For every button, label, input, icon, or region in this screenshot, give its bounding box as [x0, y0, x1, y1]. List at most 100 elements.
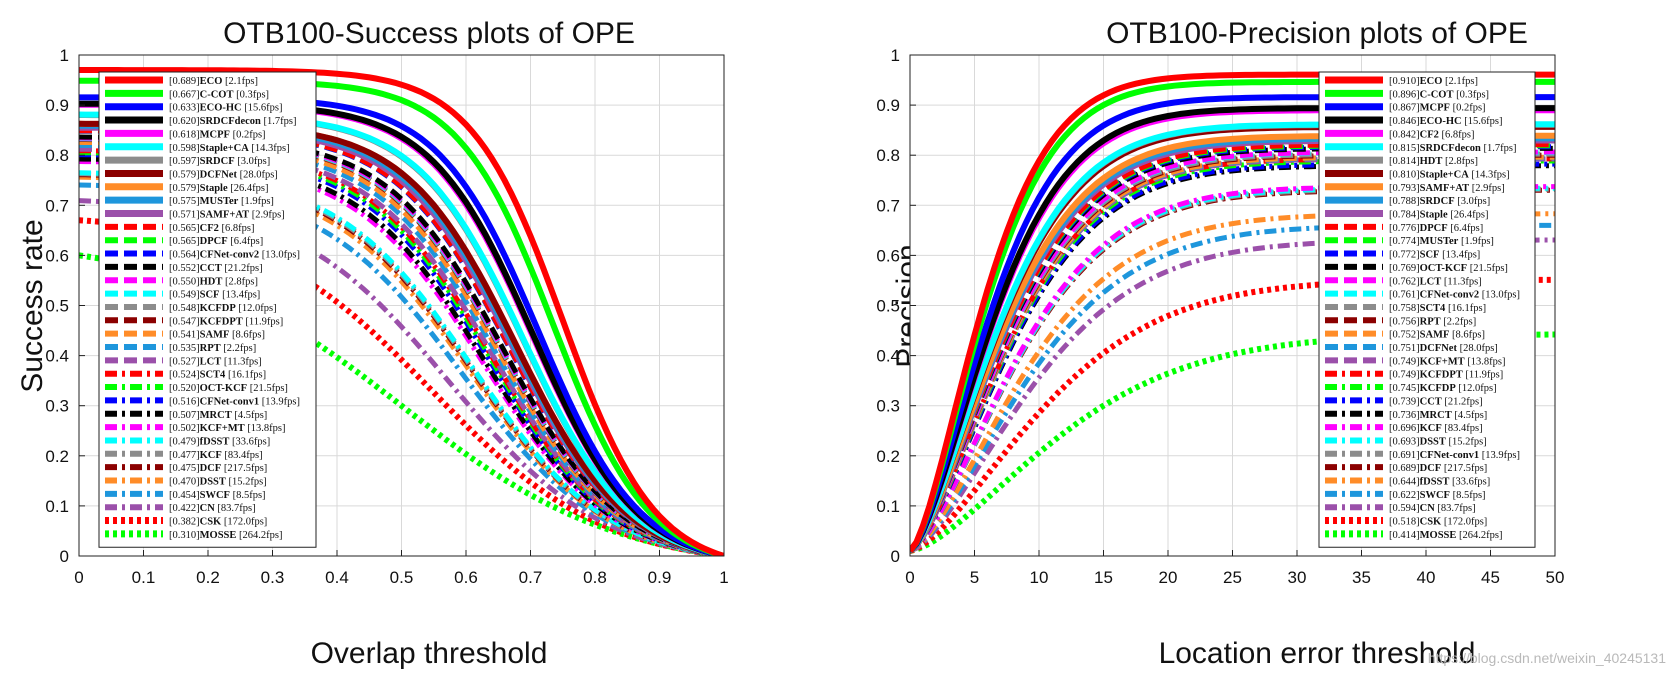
precision-xtick-label: 35 [1352, 568, 1371, 587]
success-xtick-label: 0 [74, 568, 83, 587]
precision-ytick-label: 0.7 [876, 196, 900, 215]
success-xtick-label: 0.4 [325, 568, 349, 587]
success-legend-entry: [0.470]DSST [15.2fps] [169, 477, 267, 488]
precision-plot-xlabel: Location error threshold [1159, 637, 1476, 670]
precision-legend-entry: [0.751]DCFNet [28.0fps] [1389, 343, 1498, 354]
success-xtick-label: 0.9 [648, 568, 672, 587]
success-legend-entry: [0.564]CFNet-conv2 [13.0fps] [169, 250, 300, 261]
success-ytick-label: 0.2 [45, 447, 69, 466]
precision-legend-entry: [0.769]OCT-KCF [21.5fps] [1389, 263, 1508, 274]
precision-legend-entry: [0.910]ECO [2.1fps] [1389, 76, 1478, 87]
precision-legend-entry: [0.867]MCPF [0.2fps] [1389, 103, 1486, 114]
success-xtick-label: 0.8 [583, 568, 607, 587]
success-legend-entry: [0.520]OCT-KCF [21.5fps] [169, 383, 288, 394]
success-legend-entry: [0.310]MOSSE [264.2fps] [169, 530, 282, 541]
precision-curve-kcf [910, 184, 1555, 554]
success-legend-entry: [0.579]Staple [26.4fps] [169, 183, 268, 194]
precision-legend-entry: [0.752]SAMF [8.6fps] [1389, 330, 1485, 341]
success-legend-entry: [0.689]ECO [2.1fps] [169, 76, 258, 87]
precision-ytick-label: 0.4 [876, 347, 900, 366]
success-curve-mosse [79, 252, 724, 556]
precision-ytick-label: 0.3 [876, 397, 900, 416]
precision-plot: OTB100-Precision plots of OPE Location e… [876, 17, 1564, 670]
success-xtick-label: 0.3 [261, 568, 285, 587]
success-legend-entry: [0.575]MUSTer [1.9fps] [169, 196, 274, 207]
precision-legend-entry: [0.749]KCFDPT [11.9fps] [1389, 370, 1503, 381]
precision-legend-entry: [0.696]KCF [83.4fps] [1389, 423, 1483, 434]
success-xtick-label: 0.2 [196, 568, 220, 587]
precision-xtick-label: 45 [1481, 568, 1500, 587]
success-xtick-label: 0.5 [390, 568, 414, 587]
success-curve-csk [79, 217, 724, 556]
precision-legend-entry: [0.896]C-COT [0.3fps] [1389, 89, 1489, 100]
success-legend-entry: [0.422]CN [83.7fps] [169, 503, 256, 514]
precision-legend-entry: [0.761]CFNet-conv2 [13.0fps] [1389, 290, 1520, 301]
precision-legend-entry: [0.842]CF2 [6.8fps] [1389, 129, 1474, 140]
precision-legend-entry: [0.774]MUSTer [1.9fps] [1389, 236, 1494, 247]
success-legend-entry: [0.667]C-COT [0.3fps] [169, 89, 269, 100]
success-curve-eco [79, 67, 724, 556]
success-ticks: 0 0.1 0.2 0.3 0.4 0.5 0.6 0.7 0.8 0.9 1 0 0.1 0.2 0.3 0… [45, 46, 728, 587]
success-legend-entry: [0.618]MCPF [0.2fps] [169, 129, 266, 140]
success-legend-entry: [0.549]SCF [13.4fps] [169, 290, 260, 301]
precision-ticks: 0 5 10 15 20 25 30 35 40 45 50 0 0.1 0.2 0.3 0.4 0.5 0.6 0… [876, 46, 1564, 587]
success-legend-entry: [0.382]CSK [172.0fps] [169, 517, 267, 528]
success-legend-entry: [0.479]fDSST [33.6fps] [169, 436, 270, 447]
success-legend-entry: [0.597]SRDCF [3.0fps] [169, 156, 270, 167]
precision-legend-entry: [0.784]Staple [26.4fps] [1389, 210, 1488, 221]
precision-ytick-label: 0 [891, 547, 900, 566]
success-ytick-label: 0.5 [45, 297, 69, 316]
precision-legend-entry: [0.749]KCF+MT [13.8fps] [1389, 356, 1506, 367]
precision-ytick-label: 0.2 [876, 447, 900, 466]
precision-ytick-label: 0.9 [876, 96, 900, 115]
success-legend-entry: [0.565]CF2 [6.8fps] [169, 223, 254, 234]
success-legend-entry: [0.598]Staple+CA [14.3fps] [169, 143, 290, 154]
success-legend-entry: [0.516]CFNet-conv1 [13.9fps] [169, 396, 300, 407]
success-legend-entry: [0.565]DPCF [6.4fps] [169, 236, 263, 247]
success-legend-entry: [0.502]KCF+MT [13.8fps] [169, 423, 286, 434]
precision-legend-entry: [0.644]fDSST [33.6fps] [1389, 477, 1490, 488]
watermark: https://blog.csdn.net/weixin_40245131 [1428, 650, 1666, 666]
precision-legend-entry: [0.762]LCT [11.3fps] [1389, 276, 1482, 287]
success-ytick-label: 0.4 [45, 347, 69, 366]
precision-plot-title: OTB100-Precision plots of OPE [1106, 17, 1528, 50]
success-xtick-label: 1 [719, 568, 728, 587]
precision-legend-entry: [0.739]CCT [21.2fps] [1389, 396, 1483, 407]
precision-xtick-label: 30 [1288, 568, 1307, 587]
success-ytick-label: 0.7 [45, 196, 69, 215]
success-legend-entry: [0.475]DCF [217.5fps] [169, 463, 267, 474]
success-legend-entry: [0.524]SCT4 [16.1fps] [169, 370, 266, 381]
precision-xtick-label: 0 [905, 568, 914, 587]
success-legend-entry: [0.527]LCT [11.3fps] [169, 356, 262, 367]
success-legend-entry: [0.477]KCF [83.4fps] [169, 450, 263, 461]
success-legend-entry: [0.552]CCT [21.2fps] [169, 263, 263, 274]
success-legend-entry: [0.550]HDT [2.8fps] [169, 276, 258, 287]
success-legend: [0.689]ECO [2.1fps] [0.667]C-COT [0.3fps]… [98, 71, 317, 548]
success-ytick-label: 1 [60, 46, 69, 65]
precision-ytick-label: 1 [891, 46, 900, 65]
success-ytick-label: 0 [60, 547, 69, 566]
precision-xtick-label: 25 [1223, 568, 1242, 587]
precision-xtick-label: 40 [1417, 568, 1436, 587]
success-legend-entry: [0.547]KCFDPT [11.9fps] [169, 316, 283, 327]
precision-legend-entry: [0.810]Staple+CA [14.3fps] [1389, 169, 1510, 180]
success-legend-entry: [0.633]ECO-HC [15.6fps] [169, 103, 282, 114]
success-plot-ylabel: Success rate [16, 219, 49, 392]
success-legend-entry: [0.620]SRDCFdecon [1.7fps] [169, 116, 296, 127]
precision-legend-entry: [0.594]CN [83.7fps] [1389, 503, 1476, 514]
success-ytick-label: 0.8 [45, 146, 69, 165]
precision-legend-entry: [0.689]DCF [217.5fps] [1389, 463, 1487, 474]
precision-legend-entry: [0.793]SAMF+AT [2.9fps] [1389, 183, 1505, 194]
precision-legend-entry: [0.414]MOSSE [264.2fps] [1389, 530, 1502, 541]
success-ytick-label: 0.9 [45, 96, 69, 115]
precision-ytick-label: 0.8 [876, 146, 900, 165]
success-plot-title: OTB100-Success plots of OPE [223, 17, 635, 50]
precision-legend-entry: [0.756]RPT [2.2fps] [1389, 316, 1476, 327]
success-xtick-label: 0.1 [132, 568, 156, 587]
precision-legend-entry: [0.622]SWCF [8.5fps] [1389, 490, 1486, 501]
precision-xtick-label: 50 [1546, 568, 1565, 587]
precision-legend-entry: [0.691]CFNet-conv1 [13.9fps] [1389, 450, 1520, 461]
success-legend-entry: [0.541]SAMF [8.6fps] [169, 330, 265, 341]
